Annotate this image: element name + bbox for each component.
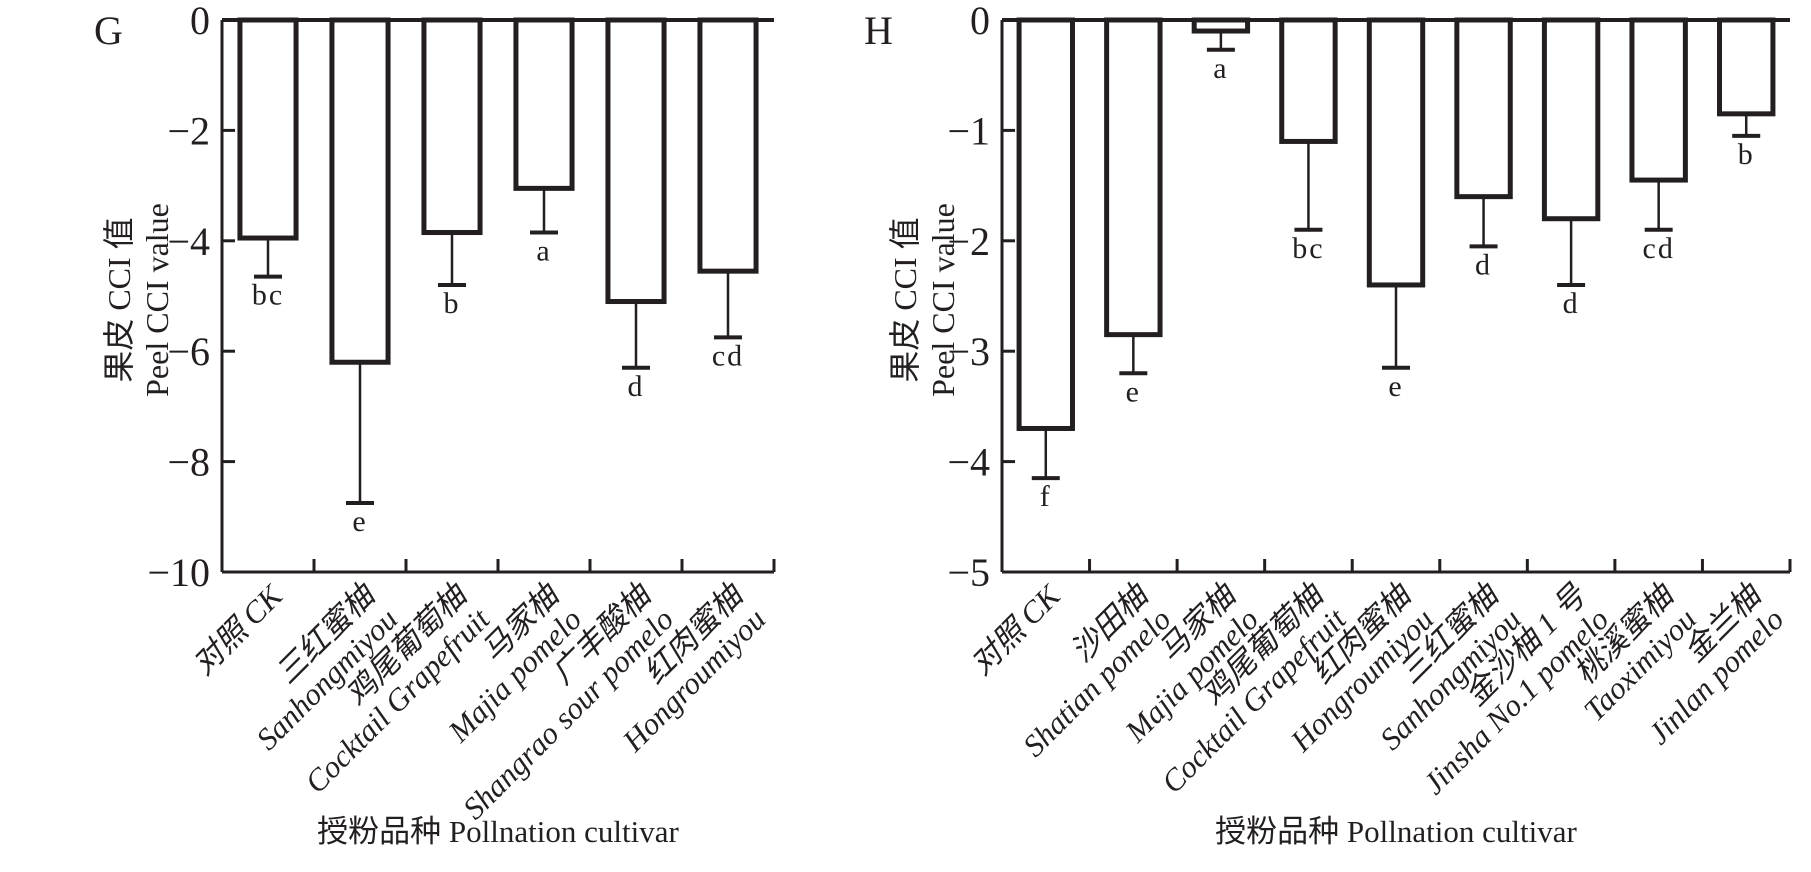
bar-H-4	[1279, 17, 1338, 144]
bar-G-1	[237, 17, 299, 241]
bar-G-4	[513, 17, 575, 191]
y-tick-label: −1	[947, 108, 990, 153]
y-axis-title: 果皮 CCI 值Peel CCI value	[101, 203, 175, 397]
y-axis-title: 果皮 CCI 值Peel CCI value	[887, 203, 961, 397]
sig-letter: d	[1563, 287, 1580, 320]
y-tick-label: −2	[167, 108, 210, 153]
sig-letter: cd	[1643, 232, 1675, 265]
y-tick-label: −2	[947, 219, 990, 264]
bar-H-6	[1454, 17, 1513, 200]
bar-H-8	[1629, 17, 1688, 183]
sig-letter: e	[352, 505, 367, 538]
sig-letter: d	[1475, 248, 1492, 281]
y-tick-label: 0	[970, 0, 990, 43]
bar-H-9	[1717, 17, 1776, 117]
sig-letter: a	[536, 235, 551, 268]
y-tick-label: −3	[947, 329, 990, 374]
bar-H-2	[1104, 17, 1163, 338]
y-tick-label: −10	[147, 550, 210, 595]
panel-letter-H: H	[864, 8, 893, 53]
bar-G-6	[697, 17, 759, 274]
sig-letter: bc	[1292, 232, 1324, 265]
sig-letter: d	[628, 370, 645, 403]
y-tick-label: −4	[947, 440, 990, 485]
y-tick-label: −4	[167, 219, 210, 264]
bar-G-3	[421, 17, 483, 236]
bar-H-1	[1016, 17, 1075, 431]
x-axis-title: 授粉品种 Pollnation cultivar	[1215, 814, 1577, 849]
sig-letter: b	[444, 287, 461, 320]
sig-letter: b	[1738, 138, 1755, 171]
bar-H-7	[1541, 17, 1601, 222]
sig-letter: cd	[712, 339, 744, 372]
sig-letter: e	[1388, 370, 1403, 403]
sig-letter: f	[1040, 480, 1052, 513]
y-tick-label: −5	[947, 550, 990, 595]
sig-letter: bc	[252, 279, 284, 312]
y-tick-label: −6	[167, 329, 210, 374]
y-tick-label: −8	[167, 440, 210, 485]
x-axis-title: 授粉品种 Pollnation cultivar	[317, 814, 679, 849]
bar-G-5	[605, 17, 667, 305]
bar-G-2	[329, 17, 391, 365]
sig-letter: a	[1213, 52, 1228, 85]
panel-letter-G: G	[94, 8, 123, 53]
y-tick-label: 0	[190, 0, 210, 43]
bar-H-5	[1366, 17, 1426, 288]
sig-letter: e	[1126, 375, 1141, 408]
